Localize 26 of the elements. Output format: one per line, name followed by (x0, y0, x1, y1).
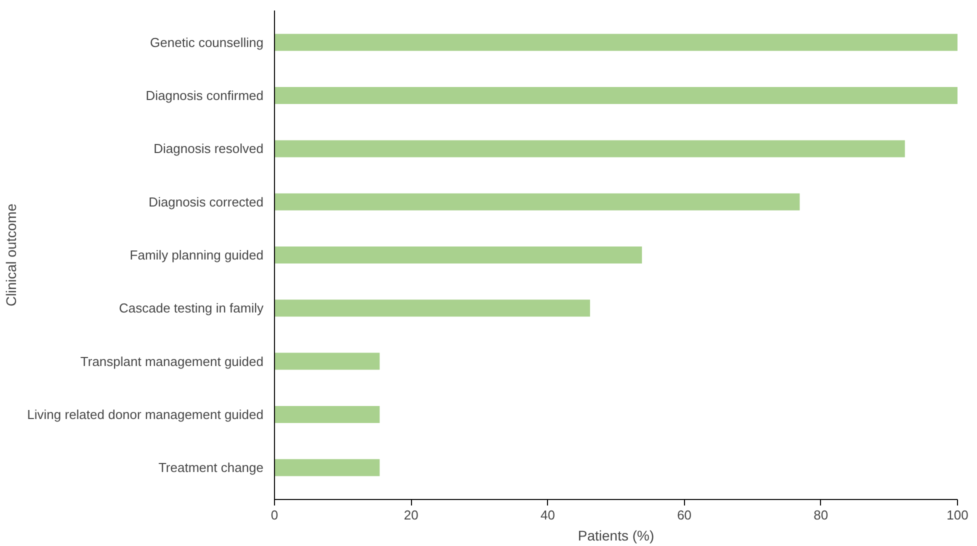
y-tick-label: Diagnosis corrected (148, 194, 264, 210)
x-tick-label: 100 (946, 508, 968, 522)
bar (274, 34, 958, 51)
bar (274, 246, 642, 264)
x-tick-label: 80 (814, 508, 828, 522)
x-axis-title: Patients (%) (578, 528, 654, 544)
bar (274, 300, 590, 317)
bar (274, 459, 380, 476)
bar (274, 87, 958, 104)
y-tick-label: Diagnosis confirmed (146, 88, 264, 104)
y-tick-label: Cascade testing in family (118, 300, 264, 316)
bar (274, 406, 380, 423)
x-tick-label: 20 (404, 508, 418, 522)
x-tick-label: 0 (270, 508, 278, 522)
y-axis-title: Clinical outcome (3, 203, 20, 306)
y-tick-label: Diagnosis resolved (154, 141, 264, 156)
bar (274, 193, 800, 210)
bar (274, 140, 905, 158)
y-tick-label: Treatment change (158, 460, 264, 476)
bar (274, 352, 380, 370)
y-tick-label: Genetic counselling (150, 34, 264, 50)
x-tick-label: 60 (677, 508, 692, 522)
x-tick-label: 40 (540, 508, 555, 522)
y-tick-label: Transplant management guided (80, 354, 264, 369)
y-tick-label: Living related donor management guided (27, 406, 264, 422)
y-tick-label: Family planning guided (130, 248, 264, 262)
